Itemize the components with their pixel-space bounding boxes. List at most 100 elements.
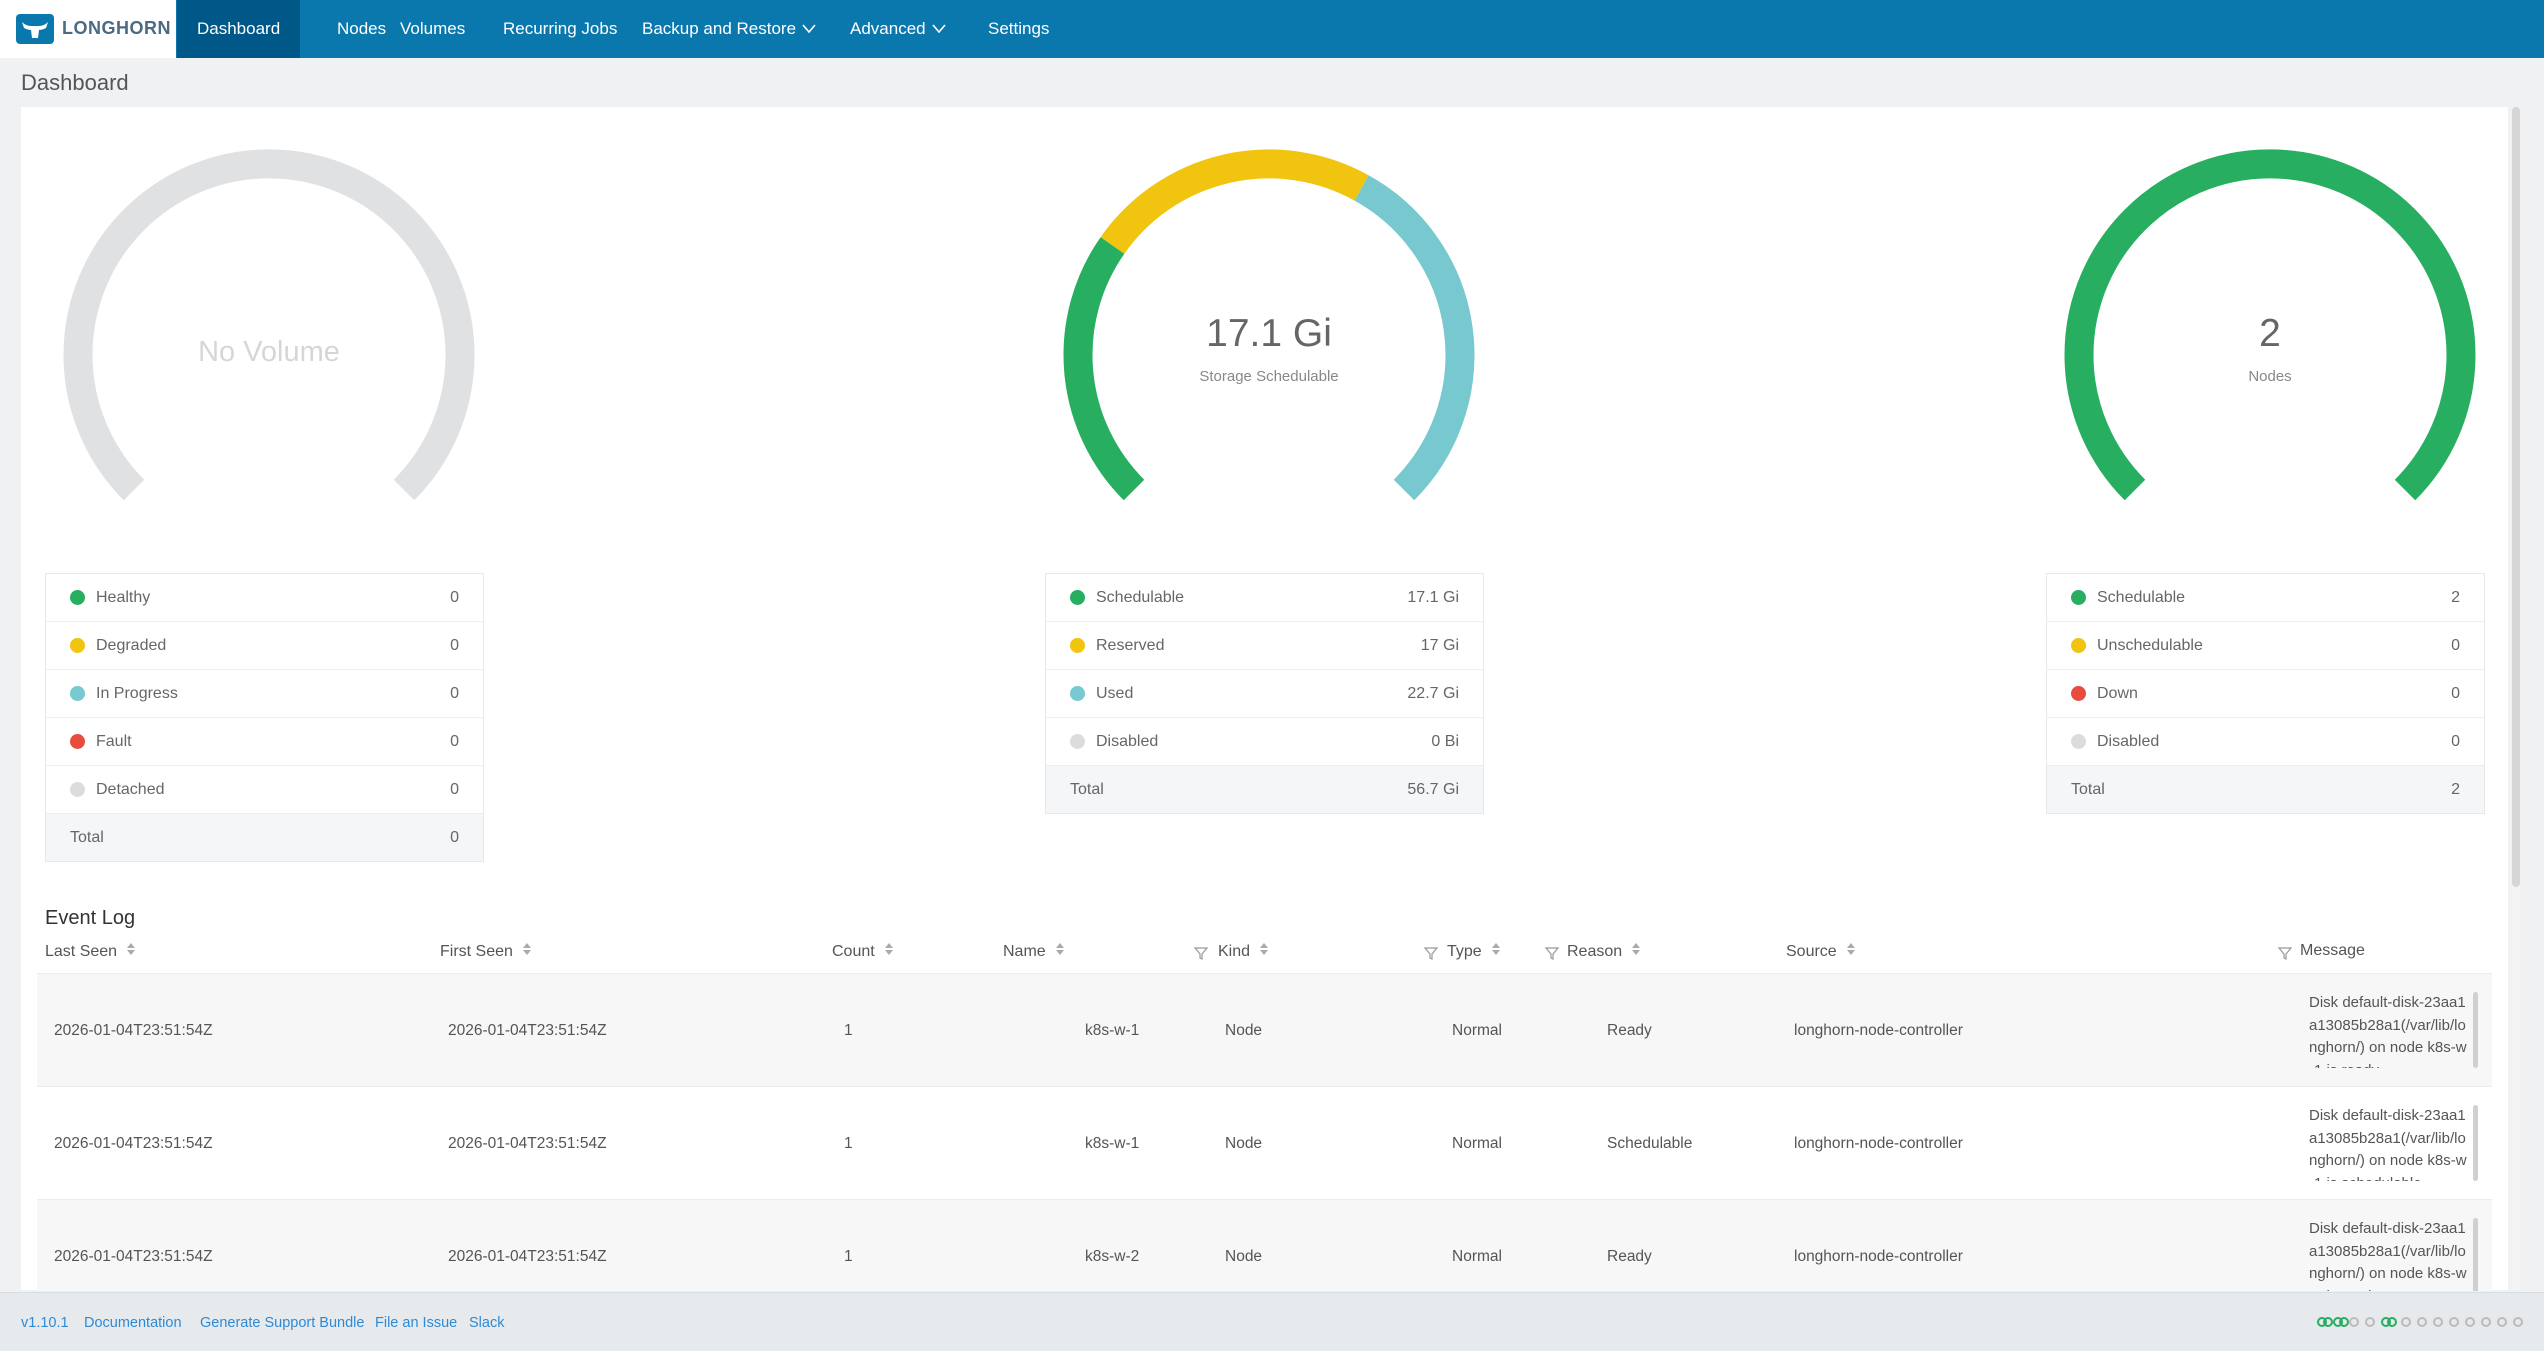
- table-cell: 2026-01-04T23:51:54Z: [54, 1135, 213, 1153]
- gauge-value: 17.1 Gi: [1089, 312, 1449, 356]
- footer-link[interactable]: File an Issue: [375, 1315, 457, 1331]
- footer-link[interactable]: Slack: [469, 1315, 504, 1331]
- legend-row: In Progress0: [46, 670, 483, 718]
- legend-row: Degraded0: [46, 622, 483, 670]
- table-cell: longhorn-node-controller: [1794, 1022, 1963, 1040]
- legend: Schedulable2 Unschedulable 0 Down 0 Disabled0…: [2046, 573, 2485, 814]
- legend-dot: [70, 782, 85, 797]
- dropdown-chevron: [802, 24, 816, 34]
- nav-item[interactable]: Backup and Restore: [622, 0, 836, 58]
- nav-item[interactable]: Volumes: [380, 0, 485, 58]
- column-header[interactable]: Name: [1003, 942, 1068, 961]
- legend-total-value: 0: [450, 829, 459, 847]
- legend-total-value: 2: [2451, 781, 2460, 799]
- legend-row: Disabled0: [2047, 718, 2484, 766]
- column-header[interactable]: Count: [832, 942, 897, 961]
- legend-row: Schedulable2: [2047, 574, 2484, 622]
- legend-row: Used 22.7 Gi: [1046, 670, 1483, 718]
- gauge-arc: [78, 164, 460, 490]
- legend-label: Unschedulable: [2097, 637, 2203, 655]
- gauge-arc: [1113, 164, 1362, 245]
- column-header[interactable]: Kind: [1218, 942, 1272, 961]
- legend-label: Fault: [96, 733, 132, 751]
- column-header[interactable]: Source: [1786, 942, 1859, 961]
- table-cell: 1: [844, 1022, 853, 1040]
- cell-message: Disk default-disk-23aa1a13085b28a1(/var/…: [2309, 1105, 2467, 1181]
- legend-row: Schedulable 17.1 Gi: [1046, 574, 1483, 622]
- table-cell: k8s-w-2: [1085, 1248, 1139, 1266]
- filter-icon[interactable]: [1545, 946, 1559, 960]
- legend-total: Total0: [46, 814, 483, 861]
- column-label: First Seen: [440, 943, 513, 960]
- legend-dot: [1070, 686, 1085, 701]
- table-row: 2026-01-04T23:51:54Z 2026-01-04T23:51:54Z…: [37, 973, 2492, 1087]
- legend-value: 22.7 Gi: [1407, 685, 1459, 703]
- footer-link[interactable]: Generate Support Bundle: [200, 1315, 364, 1331]
- legend-total-label: Total: [2071, 781, 2105, 799]
- event-log-title: Event Log: [45, 907, 135, 930]
- gauge-label: Nodes: [2090, 368, 2450, 385]
- nav-item[interactable]: Dashboard: [177, 0, 300, 58]
- legend-label: Disabled: [2097, 733, 2159, 751]
- legend-total-label: Total: [1070, 781, 1104, 799]
- dropdown-chevron: [932, 24, 946, 34]
- nav-label: Settings: [988, 19, 1049, 38]
- legend-label: Used: [1096, 685, 1133, 703]
- legend-label: Degraded: [96, 637, 166, 655]
- sort-icon: [519, 942, 535, 956]
- nav-label: Backup and Restore: [642, 19, 796, 38]
- column-header[interactable]: Type: [1447, 942, 1504, 961]
- legend-value: 0 Bi: [1431, 733, 1459, 751]
- footer-link[interactable]: v1.10.1: [21, 1315, 69, 1331]
- column-header[interactable]: First Seen: [440, 942, 535, 961]
- legend-value: 0: [2451, 685, 2460, 703]
- legend: Healthy0Degraded0In Progress0Fault0Detac…: [45, 573, 484, 862]
- column-label: Reason: [1567, 943, 1622, 960]
- table-cell: Node: [1225, 1135, 1262, 1153]
- nav-label: Advanced: [850, 19, 926, 38]
- legend-row: Disabled0 Bi: [1046, 718, 1483, 766]
- legend-label: Reserved: [1096, 637, 1164, 655]
- sort-icon: [1843, 942, 1859, 956]
- filter-icon[interactable]: [1424, 946, 1438, 960]
- filter-icon[interactable]: [1194, 946, 1208, 960]
- legend-total: Total 2: [2047, 766, 2484, 813]
- legend-row: Fault0: [46, 718, 483, 766]
- legend-row: Healthy0: [46, 574, 483, 622]
- nav-label: Dashboard: [197, 19, 280, 38]
- table-cell: Normal: [1452, 1135, 1502, 1153]
- cell-message: Disk default-disk-23aa1a13085b28a1(/var/…: [2309, 1218, 2467, 1291]
- legend-label: Detached: [96, 781, 165, 799]
- column-header[interactable]: Message: [2300, 942, 2365, 960]
- nav-item[interactable]: Advanced: [830, 0, 966, 58]
- legend: Schedulable 17.1 Gi Reserved17 Gi Used 22.7 …: [1045, 573, 1484, 814]
- legend-row: Reserved17 Gi: [1046, 622, 1483, 670]
- legend-dot: [70, 590, 85, 605]
- column-label: Type: [1447, 943, 1482, 960]
- nav-item[interactable]: Settings: [968, 0, 1069, 58]
- legend-label: Healthy: [96, 589, 150, 607]
- table-cell: Node: [1225, 1248, 1262, 1266]
- table-cell: k8s-w-1: [1085, 1135, 1139, 1153]
- filter-icon[interactable]: [2278, 946, 2292, 960]
- nav-item[interactable]: Recurring Jobs: [483, 0, 637, 58]
- sort-icon: [881, 942, 897, 956]
- column-header[interactable]: Last Seen: [45, 942, 139, 961]
- table-cell: 2026-01-04T23:51:54Z: [54, 1022, 213, 1040]
- legend-label: Down: [2097, 685, 2138, 703]
- gauge-value: 2: [2090, 312, 2450, 356]
- legend-value: 0: [2451, 637, 2460, 655]
- table-cell: longhorn-node-controller: [1794, 1248, 1963, 1266]
- column-header[interactable]: Reason: [1567, 942, 1644, 961]
- nav-label: Volumes: [400, 19, 465, 38]
- table-cell: k8s-w-1: [1085, 1022, 1139, 1040]
- nav-label: Nodes: [337, 19, 386, 38]
- footer-link[interactable]: Documentation: [84, 1315, 182, 1331]
- legend-value: 17.1 Gi: [1407, 589, 1459, 607]
- table-cell: Normal: [1452, 1022, 1502, 1040]
- column-label: Last Seen: [45, 943, 117, 960]
- table-cell: 2026-01-04T23:51:54Z: [448, 1022, 607, 1040]
- column-label: Source: [1786, 943, 1837, 960]
- legend-label: Schedulable: [1096, 589, 1184, 607]
